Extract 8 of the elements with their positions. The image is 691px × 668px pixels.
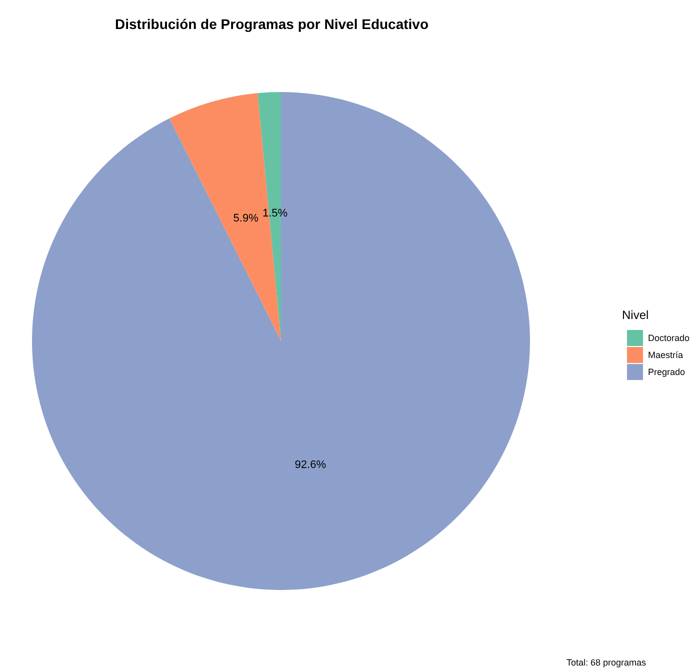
legend-title: Nivel	[622, 308, 649, 322]
legend-label: Maestría	[648, 350, 684, 360]
legend-label: Doctorado	[648, 333, 690, 343]
data-label: 5.9%	[233, 212, 259, 224]
text: Total: 68 programas	[566, 658, 646, 668]
data-label: 92.6%	[294, 459, 326, 472]
legend-label: Pregrado	[648, 367, 686, 377]
chart-title: Distribución de Programas por Nivel Educativo	[115, 16, 429, 32]
